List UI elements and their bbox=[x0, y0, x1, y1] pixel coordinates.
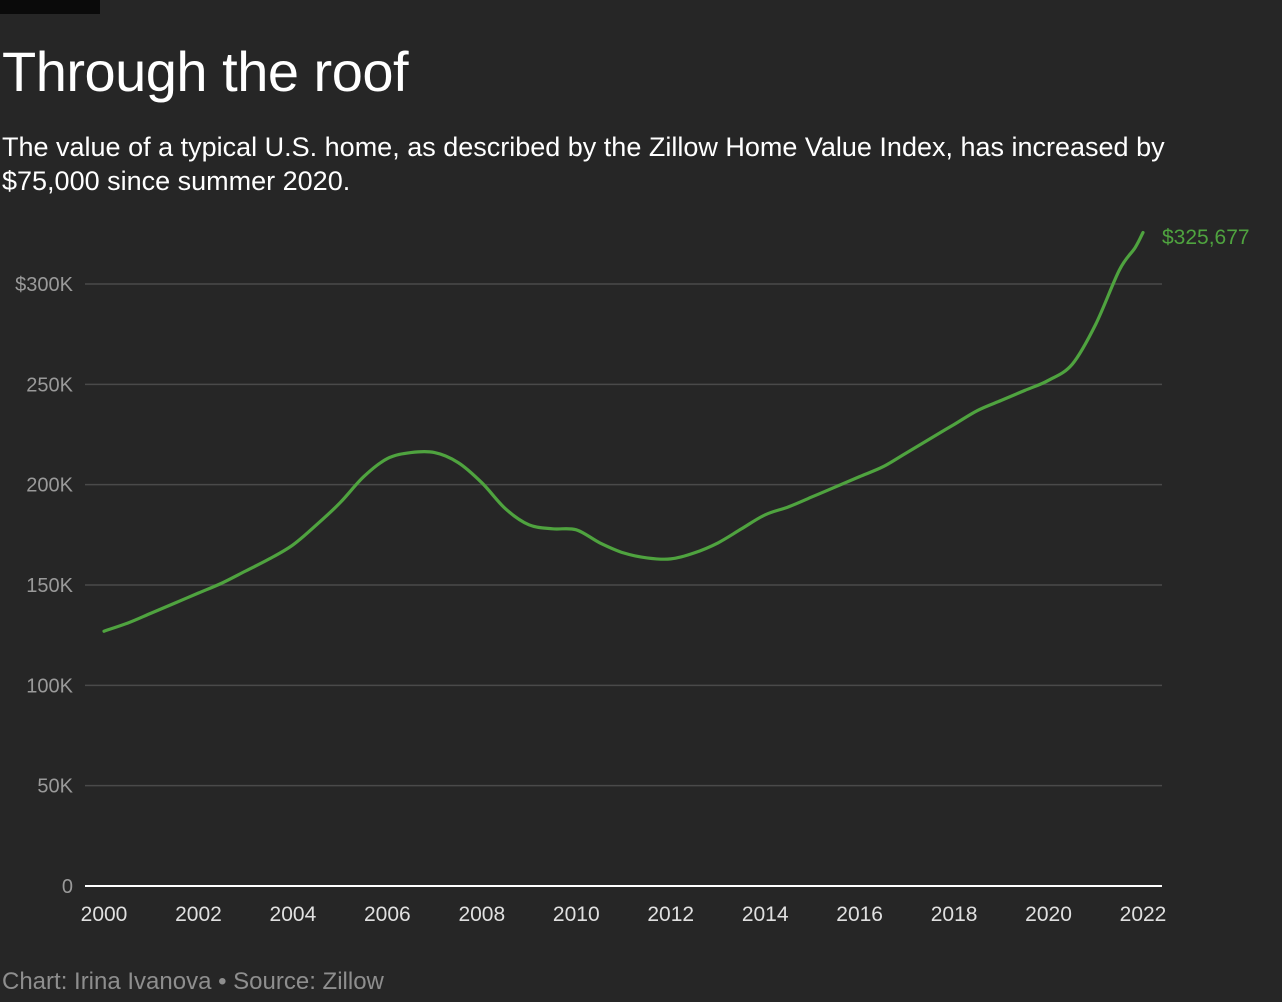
x-tick-label: 2020 bbox=[1025, 903, 1072, 926]
x-tick-label: 2004 bbox=[270, 903, 317, 926]
x-tick-label: 2012 bbox=[647, 903, 694, 926]
chart-credit: Chart: Irina Ivanova • Source: Zillow bbox=[2, 968, 384, 995]
y-tick-label: 50K bbox=[37, 776, 73, 798]
y-tick-label: 100K bbox=[26, 675, 73, 697]
series-end-label: $325,677 bbox=[1162, 226, 1250, 249]
chart-title: Through the roof bbox=[2, 40, 409, 103]
y-tick-label: 250K bbox=[26, 374, 73, 396]
header-accent-bar bbox=[0, 0, 100, 14]
x-tick-label: 2002 bbox=[175, 903, 222, 926]
x-tick-label: 2022 bbox=[1120, 903, 1167, 926]
x-tick-label: 2006 bbox=[364, 903, 411, 926]
y-tick-label: 150K bbox=[26, 575, 73, 597]
x-tick-label: 2016 bbox=[836, 903, 883, 926]
y-tick-label: 200K bbox=[26, 475, 73, 497]
x-tick-label: 2018 bbox=[931, 903, 978, 926]
x-tick-label: 2010 bbox=[553, 903, 600, 926]
y-tick-label: 0 bbox=[62, 876, 73, 898]
x-tick-label: 2008 bbox=[458, 903, 505, 926]
x-tick-label: 2000 bbox=[81, 903, 128, 926]
home-value-series-line bbox=[102, 230, 1145, 633]
chart-subtitle: The value of a typical U.S. home, as des… bbox=[2, 132, 1165, 196]
y-tick-label: $300K bbox=[15, 274, 73, 296]
x-tick-label: 2014 bbox=[742, 903, 789, 926]
